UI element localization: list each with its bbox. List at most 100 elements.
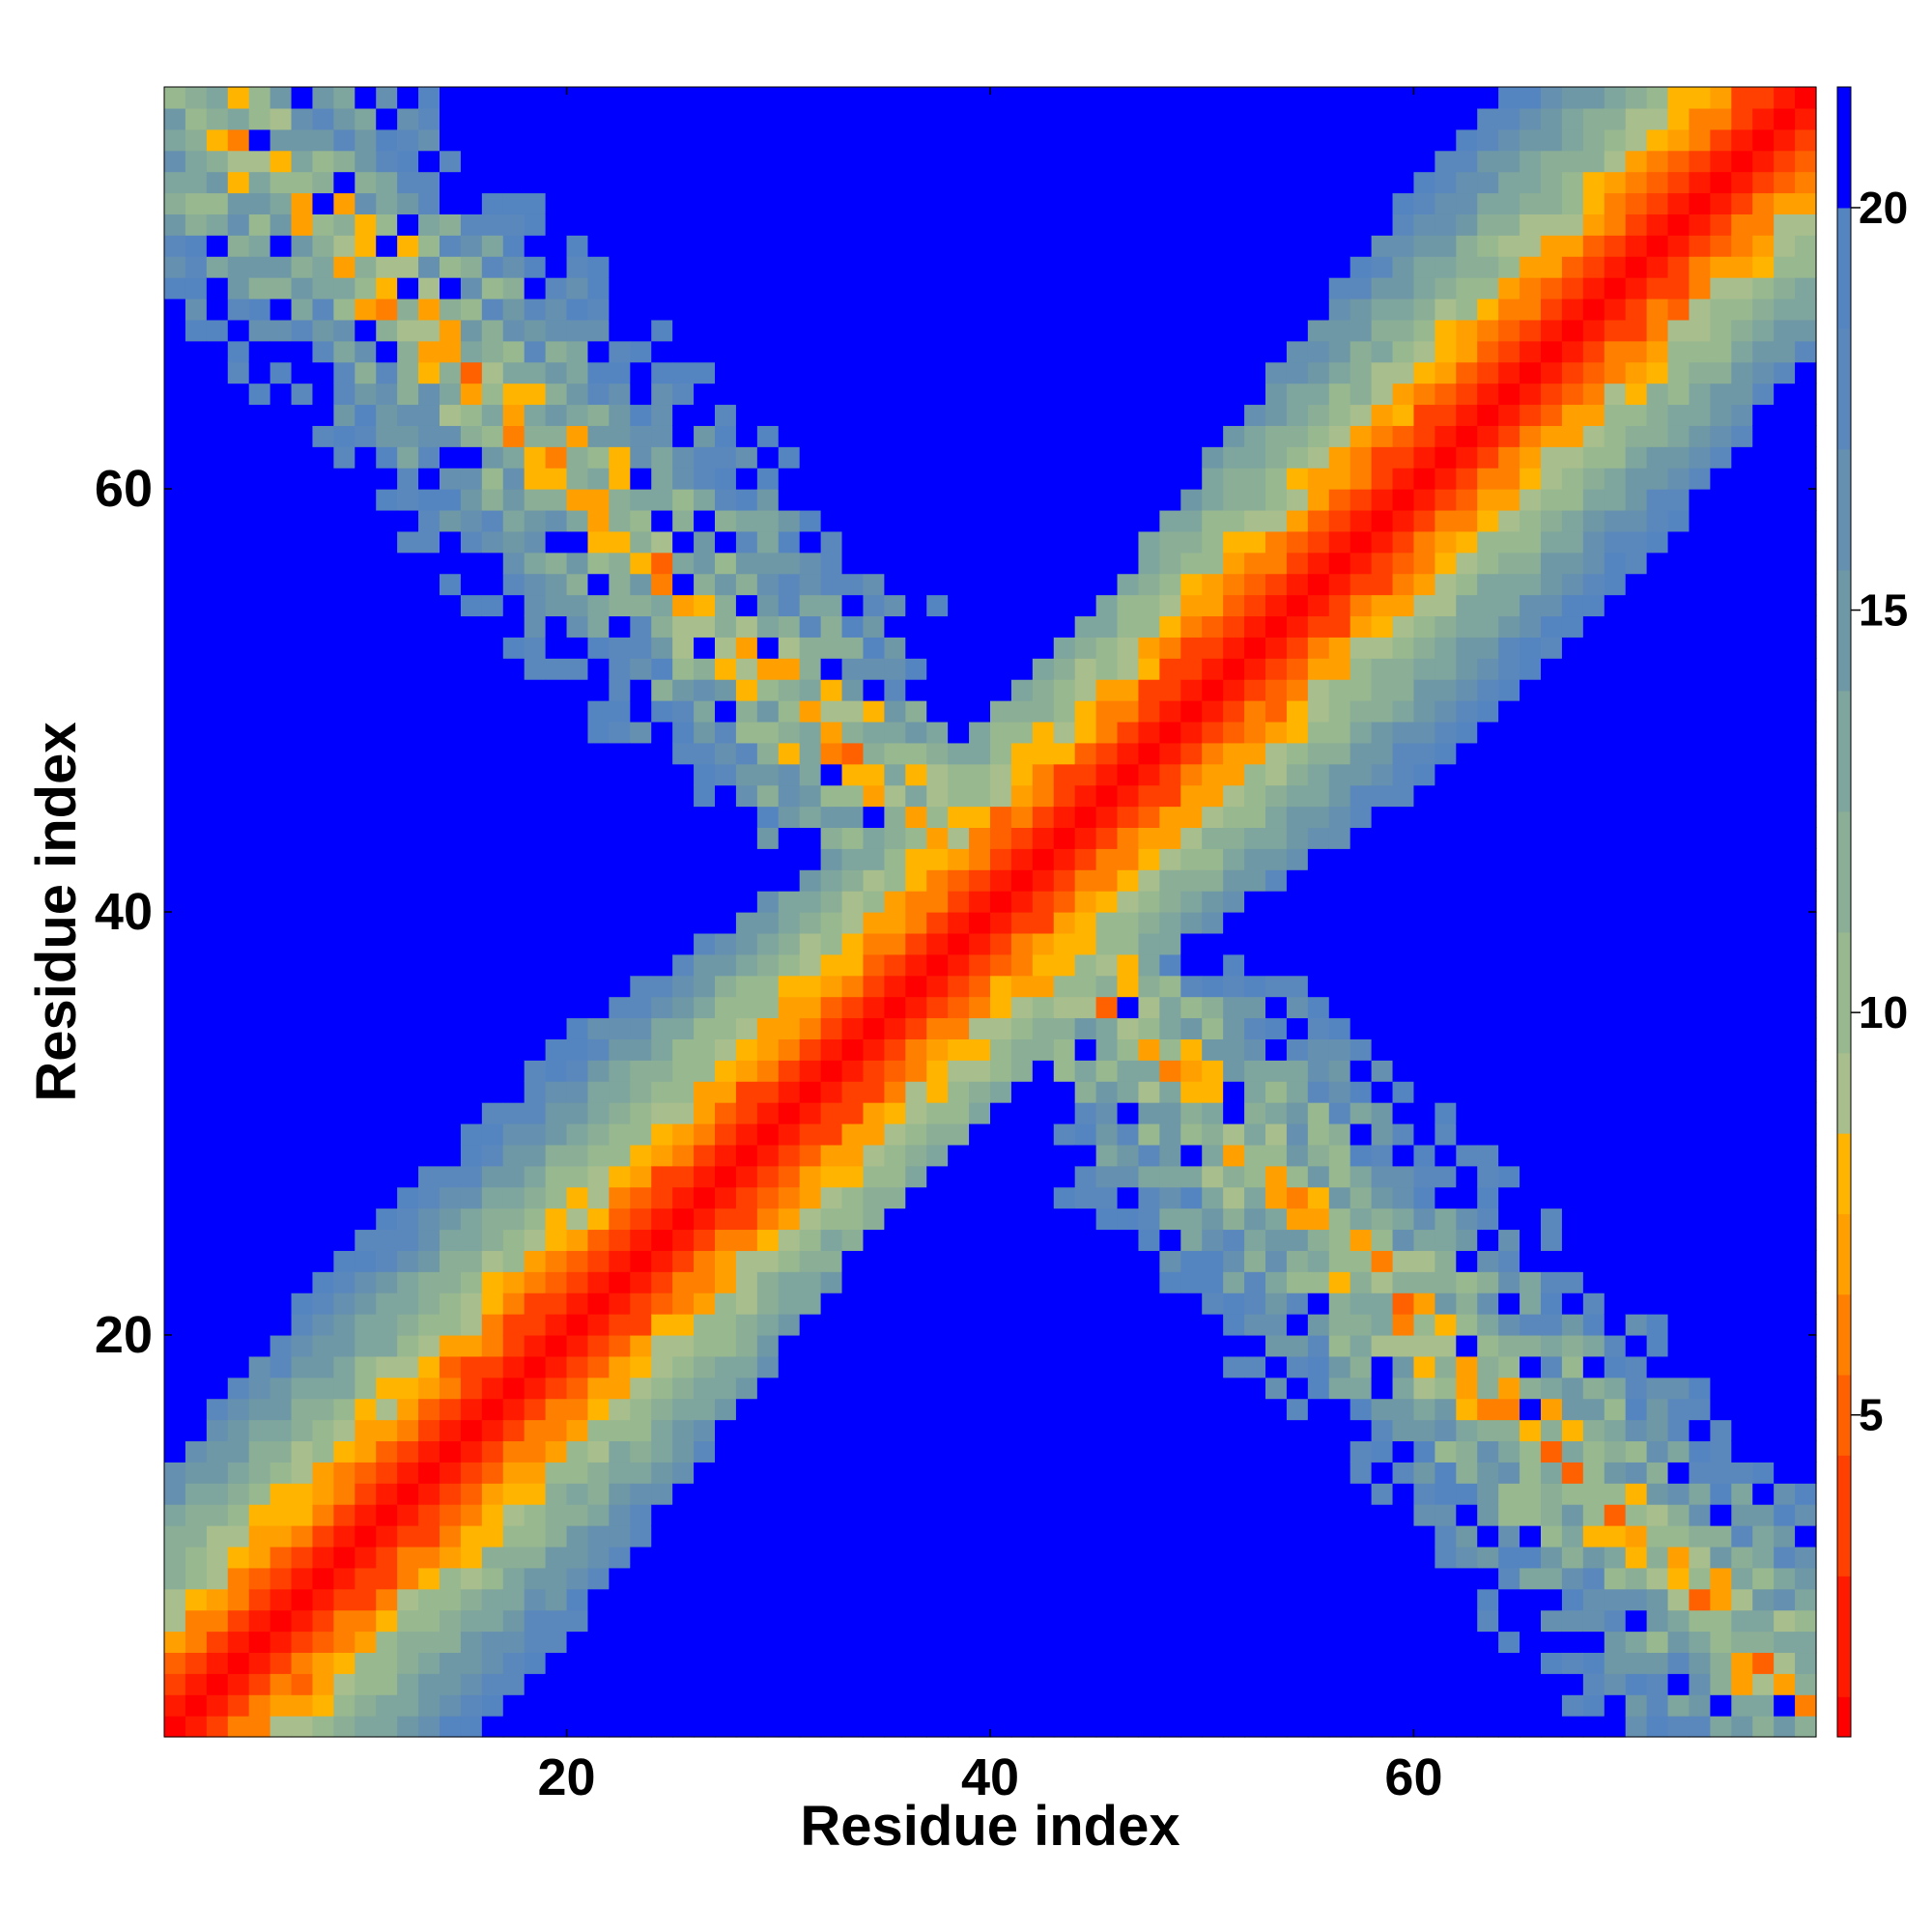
heatmap-cell [630, 509, 652, 532]
heatmap-cell [1350, 1144, 1373, 1167]
heatmap-cell [1307, 1038, 1330, 1061]
heatmap-cell [440, 1398, 462, 1421]
heatmap-cell [1223, 1525, 1245, 1548]
heatmap-cell [1456, 489, 1478, 511]
heatmap-cell [1456, 128, 1478, 152]
heatmap-cell [291, 1017, 314, 1039]
heatmap-cell [333, 1716, 355, 1738]
heatmap-cell [1520, 1609, 1542, 1633]
heatmap-cell [248, 1186, 271, 1209]
heatmap-cell [1138, 1038, 1160, 1061]
heatmap-cell [1244, 1567, 1266, 1590]
heatmap-cell [418, 404, 440, 426]
heatmap-cell [1435, 530, 1457, 554]
heatmap-cell [566, 1229, 589, 1251]
heatmap-cell [905, 1588, 927, 1611]
heatmap-cell [651, 107, 673, 130]
heatmap-cell [312, 1060, 334, 1082]
heatmap-cell [630, 446, 652, 469]
heatmap-cell [1095, 530, 1119, 554]
heatmap-cell [502, 171, 526, 194]
heatmap-cell [1074, 1716, 1097, 1738]
heatmap-cell [1435, 784, 1457, 808]
heatmap-cell [799, 1483, 822, 1505]
heatmap-cell [948, 87, 970, 109]
heatmap-cell [227, 277, 250, 299]
heatmap-cell [715, 700, 737, 723]
heatmap-cell [1032, 1652, 1055, 1674]
heatmap-cell [926, 256, 949, 278]
heatmap-cell [651, 1716, 673, 1738]
heatmap-cell [1307, 383, 1330, 406]
heatmap-cell [1265, 319, 1288, 342]
heatmap-cell [1074, 425, 1097, 447]
heatmap-cell [1498, 277, 1520, 299]
heatmap-cell [1498, 1081, 1520, 1103]
heatmap-cell [312, 1567, 334, 1590]
heatmap-cell [1138, 277, 1160, 299]
heatmap-cell [248, 489, 271, 511]
heatmap-cell [206, 827, 229, 849]
heatmap-cell [1117, 827, 1140, 849]
heatmap-cell [1371, 763, 1394, 786]
heatmap-cell [1371, 340, 1394, 363]
heatmap-cell [672, 150, 695, 173]
heatmap-cell [227, 1038, 250, 1061]
heatmap-cell [694, 784, 716, 808]
heatmap-cell [1456, 552, 1478, 575]
heatmap-cell [948, 742, 970, 765]
heatmap-cell [1328, 1038, 1351, 1061]
heatmap-cell [587, 298, 610, 321]
heatmap-cell [1117, 383, 1140, 406]
heatmap-cell [397, 319, 419, 342]
heatmap-cell [524, 1398, 547, 1421]
heatmap-cell [735, 996, 758, 1019]
heatmap-cell [1435, 1271, 1457, 1293]
heatmap-cell [756, 1483, 780, 1505]
heatmap-cell [397, 213, 419, 236]
heatmap-cell [270, 383, 293, 406]
heatmap-cell [460, 1229, 483, 1251]
heatmap-cell [270, 150, 293, 173]
heatmap-cell [905, 235, 927, 257]
heatmap-cell [735, 742, 758, 765]
heatmap-cell [418, 235, 440, 257]
heatmap-cell [1159, 1631, 1181, 1654]
heatmap-cell [1053, 171, 1076, 194]
heatmap-cell [1074, 1419, 1097, 1442]
heatmap-cell [1223, 1144, 1245, 1167]
heatmap-cell [312, 1165, 334, 1188]
heatmap-cell [863, 256, 885, 278]
heatmap-cell [1138, 298, 1160, 321]
heatmap-cell [1477, 340, 1499, 363]
heatmap-cell [524, 235, 547, 257]
heatmap-cell [1244, 1060, 1266, 1082]
heatmap-cell [651, 996, 673, 1019]
heatmap-cell [1244, 425, 1266, 447]
heatmap-cell [1286, 1546, 1309, 1569]
heatmap-cell [1138, 1081, 1160, 1103]
heatmap-cell [1117, 1631, 1140, 1654]
heatmap-cell [884, 1588, 906, 1611]
heatmap-cell [481, 1165, 504, 1188]
heatmap-cell [206, 361, 229, 384]
heatmap-cell [481, 615, 504, 638]
heatmap-cell [270, 1271, 293, 1293]
heatmap-cell [164, 1334, 186, 1357]
heatmap-cell [694, 742, 716, 765]
heatmap-cell [1371, 1271, 1394, 1293]
heatmap-cell [1159, 1060, 1181, 1082]
heatmap-cell [460, 594, 483, 617]
heatmap-cell [820, 446, 843, 469]
heatmap-cell [1053, 1504, 1076, 1526]
heatmap-cell [185, 1355, 208, 1378]
heatmap-cell [630, 1631, 652, 1654]
heatmap-cell [270, 1250, 293, 1272]
heatmap-cell [694, 658, 716, 680]
heatmap-cell [609, 107, 631, 130]
heatmap-cell [630, 1314, 652, 1336]
heatmap-cell [1138, 1122, 1160, 1146]
heatmap-cell [1307, 1483, 1330, 1505]
heatmap-cell [735, 298, 758, 321]
heatmap-cell [884, 552, 906, 575]
